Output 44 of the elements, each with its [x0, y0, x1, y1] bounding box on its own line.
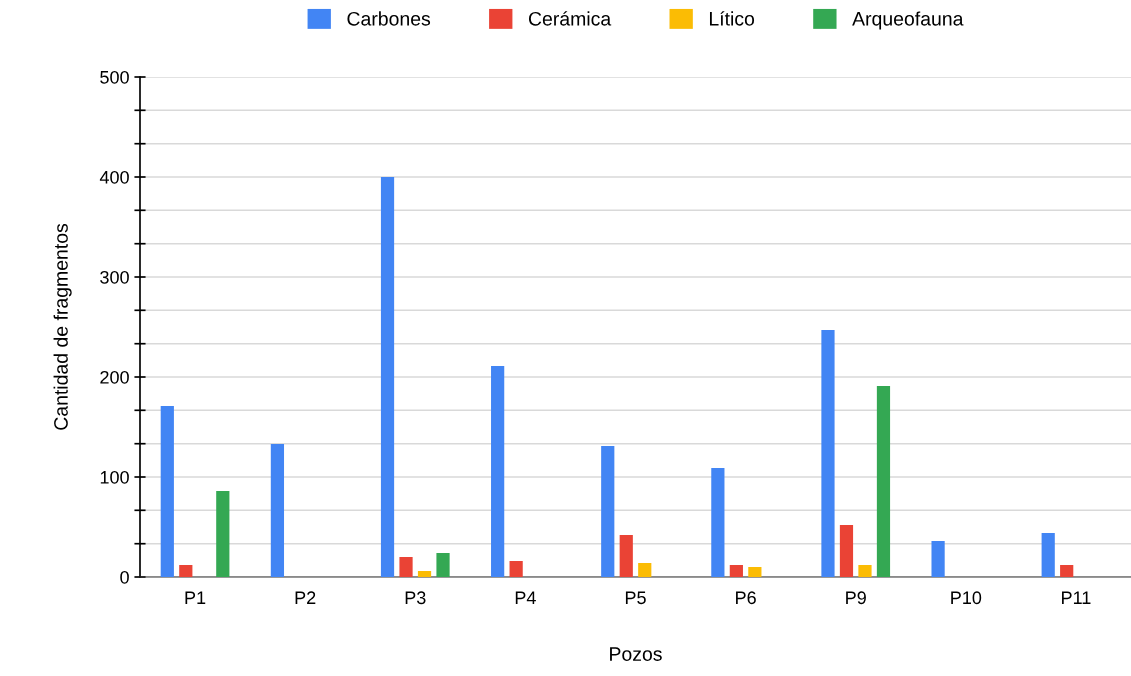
bar: [821, 330, 835, 577]
bar: [417, 571, 432, 577]
bar: [399, 557, 413, 577]
y-tick-label: 100: [100, 470, 129, 484]
x-tick-label: P6: [736, 591, 756, 605]
y-tick-label: 200: [100, 370, 129, 384]
bar: [491, 366, 505, 577]
bar: [729, 565, 743, 577]
bar: [270, 444, 285, 577]
bar: [216, 491, 230, 577]
bar: [160, 406, 174, 577]
x-axis-title: Pozos: [610, 647, 662, 661]
y-tick-label: 0: [120, 570, 129, 584]
bar: [638, 563, 652, 577]
legend-label: Arqueofauna: [852, 11, 964, 30]
bar: [436, 553, 450, 577]
x-tick-label: P3: [405, 591, 426, 605]
y-tick-label: 300: [100, 270, 129, 284]
bar: [748, 567, 762, 577]
x-tick-label: P4: [515, 591, 536, 604]
bar: [931, 541, 945, 577]
legend-label: Cerámica: [528, 11, 612, 26]
x-tick-label: P2: [295, 591, 316, 604]
y-axis-title: Cantidad de fragmentos: [53, 223, 72, 430]
x-tick-label: P10: [951, 591, 982, 605]
x-tick-label: P1: [185, 591, 206, 604]
bar: [509, 561, 523, 577]
x-tick-label: P5: [625, 591, 646, 605]
y-tick-label: 500: [100, 70, 129, 84]
legend-label: Carbones: [347, 11, 431, 26]
bar: [858, 565, 872, 577]
bar: [380, 177, 395, 577]
bar: [876, 386, 891, 577]
bar: [619, 535, 633, 577]
bar: [1041, 533, 1055, 577]
x-tick-label: P9: [846, 591, 866, 605]
bar: [711, 468, 725, 577]
x-tick-label: P11: [1062, 591, 1091, 604]
bar: [1060, 565, 1074, 577]
y-tick-label: 400: [99, 170, 129, 184]
legend-label: Lítico: [709, 11, 755, 26]
bar: [179, 565, 193, 577]
bar: [839, 525, 854, 577]
bar: [601, 446, 615, 577]
